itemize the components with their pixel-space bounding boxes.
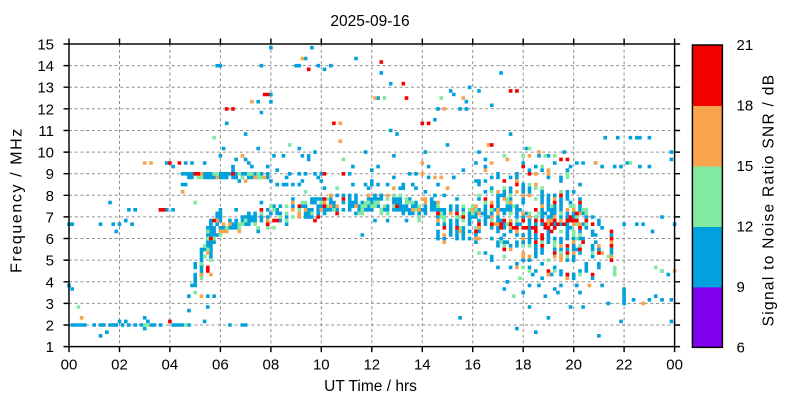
svg-text:2025-09-16: 2025-09-16 xyxy=(330,13,409,30)
svg-text:2: 2 xyxy=(46,318,54,335)
svg-text:9: 9 xyxy=(737,279,745,296)
svg-text:10: 10 xyxy=(37,145,54,162)
svg-text:02: 02 xyxy=(111,357,128,374)
svg-text:11: 11 xyxy=(38,123,54,140)
svg-text:18: 18 xyxy=(515,357,532,374)
svg-text:Signal to Noise Ratio SNR / dB: Signal to Noise Ratio SNR / dB xyxy=(761,74,778,327)
svg-text:15: 15 xyxy=(737,158,754,175)
svg-text:3: 3 xyxy=(46,296,54,313)
svg-text:08: 08 xyxy=(263,357,280,374)
svg-text:21: 21 xyxy=(737,37,754,54)
svg-text:00: 00 xyxy=(61,357,78,374)
svg-text:13: 13 xyxy=(37,80,54,97)
svg-text:8: 8 xyxy=(46,188,54,205)
svg-text:18: 18 xyxy=(737,98,754,115)
svg-text:15: 15 xyxy=(37,37,54,54)
svg-text:5: 5 xyxy=(46,253,54,270)
svg-text:10: 10 xyxy=(313,357,330,374)
svg-text:UT Time / hrs: UT Time / hrs xyxy=(324,378,417,395)
svg-text:7: 7 xyxy=(46,209,54,226)
svg-text:Frequency / MHz: Frequency / MHz xyxy=(9,127,26,273)
svg-text:04: 04 xyxy=(162,357,179,374)
svg-text:6: 6 xyxy=(46,231,54,248)
svg-text:20: 20 xyxy=(565,357,582,374)
svg-text:00: 00 xyxy=(666,357,683,374)
svg-text:22: 22 xyxy=(616,357,633,374)
svg-text:06: 06 xyxy=(212,357,229,374)
svg-text:9: 9 xyxy=(46,166,54,183)
svg-text:6: 6 xyxy=(737,339,745,356)
svg-text:12: 12 xyxy=(363,357,380,374)
svg-text:12: 12 xyxy=(737,218,754,235)
svg-text:14: 14 xyxy=(414,357,431,374)
svg-text:16: 16 xyxy=(464,357,481,374)
svg-text:14: 14 xyxy=(37,58,54,75)
svg-text:12: 12 xyxy=(37,101,54,118)
svg-text:4: 4 xyxy=(46,274,54,291)
svg-text:1: 1 xyxy=(46,339,54,356)
